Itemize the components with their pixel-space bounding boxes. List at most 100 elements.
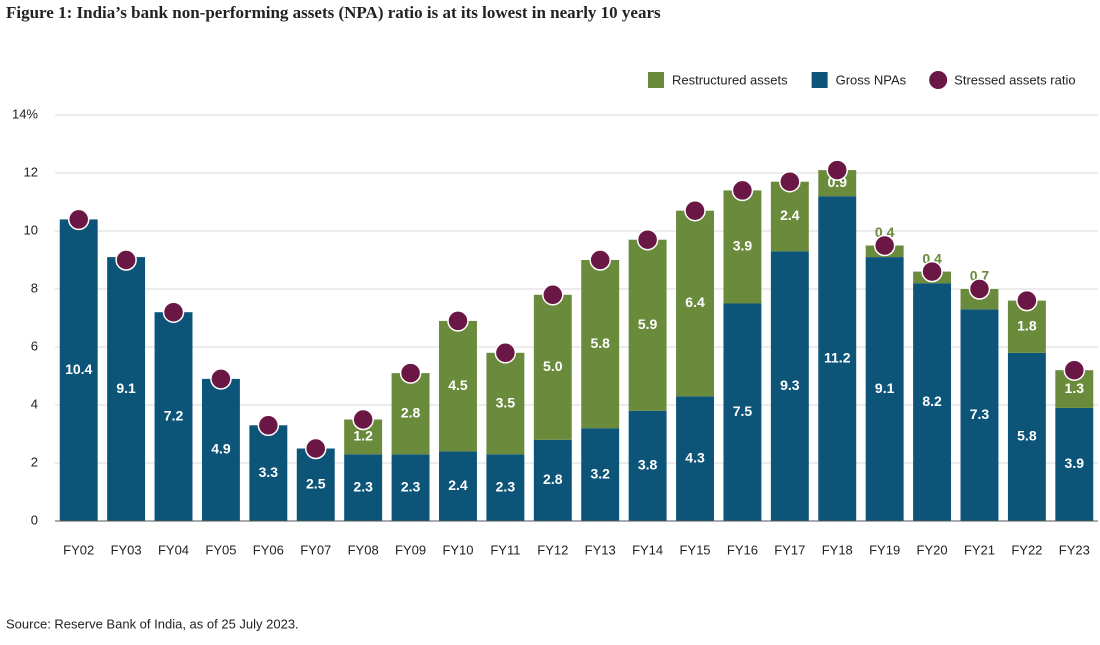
x-tick-label: FY12 xyxy=(537,542,568,557)
bar-segment xyxy=(107,257,146,521)
marker xyxy=(162,301,185,323)
bar-segment xyxy=(581,428,620,521)
marker xyxy=(684,199,706,222)
y-tick-label: 14% xyxy=(12,106,38,121)
data-label: 2.3 xyxy=(353,478,373,494)
data-label: 1.8 xyxy=(1017,317,1037,333)
data-label: 6.4 xyxy=(685,294,705,310)
data-label: 2.3 xyxy=(496,478,516,494)
data-label: 4.9 xyxy=(211,441,231,457)
data-label: 3.8 xyxy=(638,457,658,473)
data-label: 9.1 xyxy=(116,380,136,396)
bar-segment xyxy=(59,219,98,521)
bar-segment xyxy=(676,210,714,397)
x-tick-label: FY23 xyxy=(1059,542,1090,557)
y-tick-label: 12 xyxy=(24,164,38,179)
data-label: 11.2 xyxy=(824,349,851,365)
marker xyxy=(542,284,564,306)
bar-segment xyxy=(201,378,240,521)
y-tick-label: 8 xyxy=(31,280,38,295)
bar-segment xyxy=(628,410,667,521)
marker xyxy=(1016,289,1038,312)
data-label: 4.3 xyxy=(685,449,705,465)
data-label: 2.8 xyxy=(543,471,563,487)
bar-segment xyxy=(913,283,952,521)
legend-label: Stressed assets ratio xyxy=(954,72,1075,87)
x-tick-label: FY07 xyxy=(300,542,331,557)
marker xyxy=(447,310,469,332)
bar-segment xyxy=(723,303,762,521)
x-tick-label: FY14 xyxy=(632,542,663,557)
marker xyxy=(731,179,754,202)
bar-segment xyxy=(154,312,193,521)
data-label: 5.8 xyxy=(590,335,610,351)
marker xyxy=(399,362,422,384)
data-label: 5.8 xyxy=(1017,428,1037,444)
x-tick-label: FY11 xyxy=(490,542,520,557)
marker xyxy=(352,408,374,431)
data-label: 2.4 xyxy=(448,477,468,493)
marker xyxy=(210,368,232,390)
bar-segment xyxy=(818,196,857,521)
bar-segment xyxy=(865,257,904,521)
x-tick-label: FY09 xyxy=(395,542,426,557)
x-tick-label: FY22 xyxy=(1011,542,1042,557)
marker xyxy=(115,249,137,271)
data-label: 5.0 xyxy=(543,358,563,374)
y-tick-label: 0 xyxy=(31,512,38,527)
bar-segment xyxy=(486,352,525,455)
marker xyxy=(968,278,991,300)
x-tick-label: FY06 xyxy=(253,542,284,557)
y-tick-label: 2 xyxy=(31,454,38,469)
legend-label: Restructured assets xyxy=(672,72,788,87)
data-label: 7.2 xyxy=(164,407,184,423)
data-label: 3.9 xyxy=(1065,455,1085,471)
marker xyxy=(921,260,943,283)
data-label: 9.1 xyxy=(875,380,895,396)
bar-segment xyxy=(533,294,572,440)
data-label: 3.5 xyxy=(496,394,516,410)
x-tick-label: FY16 xyxy=(727,542,758,557)
bar-segment xyxy=(723,190,762,304)
data-label: 5.9 xyxy=(638,316,658,332)
x-tick-label: FY17 xyxy=(774,542,805,557)
data-label: 8.2 xyxy=(922,393,942,409)
data-label: 3.3 xyxy=(259,464,279,480)
bar-segment xyxy=(391,373,430,455)
data-label: 2.3 xyxy=(401,478,421,494)
data-label: 7.5 xyxy=(733,403,753,419)
x-tick-label: FY08 xyxy=(348,542,379,557)
bar-segment xyxy=(391,454,430,521)
data-label: 1.2 xyxy=(353,428,373,444)
data-label: 9.3 xyxy=(780,377,800,393)
bar-segment xyxy=(439,320,477,452)
source-note: Source: Reserve Bank of India, as of 25 … xyxy=(6,616,299,631)
bar-segment xyxy=(1055,407,1094,521)
data-label: 1.3 xyxy=(1065,380,1085,396)
x-tick-label: FY04 xyxy=(158,542,189,557)
legend-swatch xyxy=(811,72,828,88)
marker xyxy=(1063,359,1086,381)
x-tick-label: FY18 xyxy=(822,542,853,557)
marker xyxy=(305,437,327,460)
marker xyxy=(873,234,896,257)
chart-title: Figure 1: India’s bank non-performing as… xyxy=(6,3,661,22)
bar-segment xyxy=(770,181,809,252)
bar-segment xyxy=(533,439,572,521)
bar-segment xyxy=(770,251,809,522)
data-label: 10.4 xyxy=(65,361,92,377)
bar-segment xyxy=(1007,352,1046,521)
data-label: 7.3 xyxy=(970,406,990,422)
marker xyxy=(589,249,611,271)
bar-segment xyxy=(581,260,620,429)
x-tick-label: FY02 xyxy=(63,542,94,557)
x-tick-label: FY10 xyxy=(442,542,473,557)
data-label: 2.5 xyxy=(306,475,326,491)
y-tick-label: 10 xyxy=(24,222,38,237)
y-tick-label: 4 xyxy=(31,396,38,411)
bar-segment xyxy=(628,239,667,411)
x-tick-label: FY19 xyxy=(869,542,900,557)
marker xyxy=(67,208,90,231)
bar-segment xyxy=(960,309,999,521)
